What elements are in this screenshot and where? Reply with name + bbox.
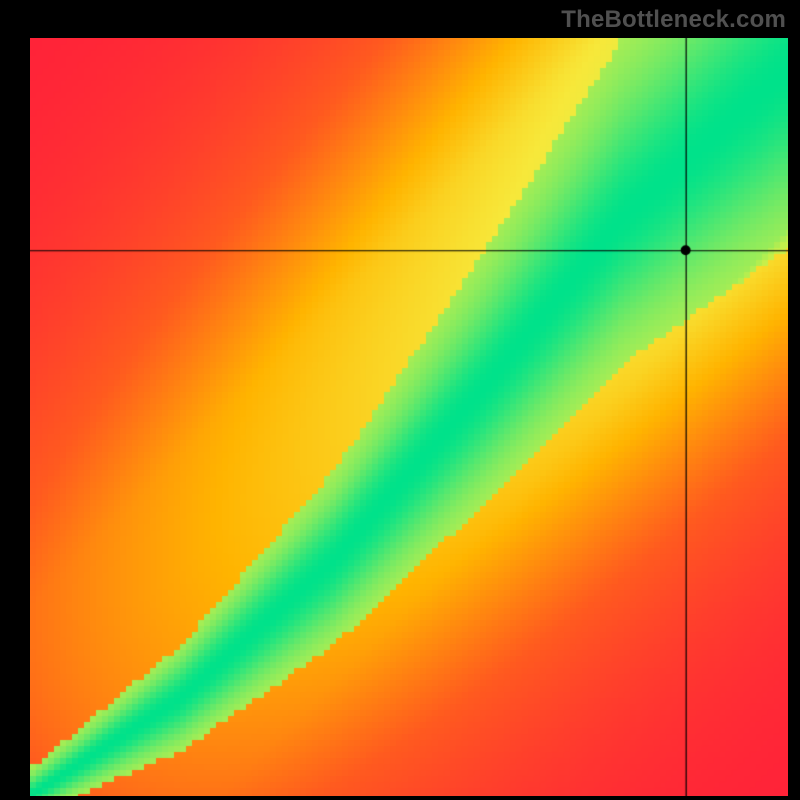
crosshair-overlay (30, 38, 788, 796)
watermark-text: TheBottleneck.com (561, 6, 786, 34)
chart-container: TheBottleneck.com (0, 0, 800, 800)
